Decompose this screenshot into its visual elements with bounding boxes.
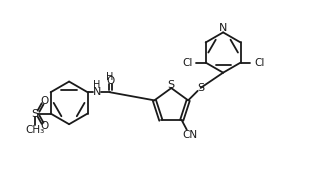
Text: S: S <box>167 80 174 89</box>
Text: N: N <box>219 23 227 33</box>
Text: O: O <box>106 76 114 86</box>
Text: H: H <box>93 80 101 90</box>
Text: CN: CN <box>182 130 197 140</box>
Text: CH₃: CH₃ <box>26 125 45 135</box>
Text: S: S <box>197 83 204 93</box>
Text: O: O <box>40 96 48 106</box>
Text: S: S <box>32 108 39 119</box>
Text: N: N <box>93 87 101 97</box>
Text: H: H <box>105 72 113 82</box>
Text: O: O <box>40 121 48 131</box>
Text: Cl: Cl <box>254 58 264 68</box>
Text: Cl: Cl <box>182 58 192 68</box>
